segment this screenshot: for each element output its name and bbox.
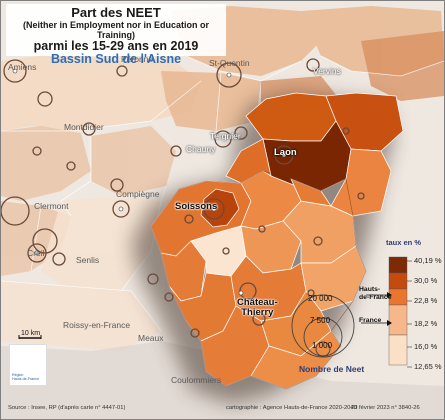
faded-west-zones: [1, 126, 176, 276]
faded-oise-south: [1, 196, 161, 351]
legend-class-2: [388, 272, 408, 290]
city-label-chateau-thierry: Château- Thierry: [237, 297, 278, 318]
legend-label-4: 18,2 %: [414, 319, 438, 328]
map-area-name: Bassin Sud de l'Aisne: [50, 52, 182, 66]
legend-label-5: 16,0 %: [414, 342, 438, 351]
bubble-label-1000: 1 000: [312, 341, 333, 350]
bubble-label-20000: 20 000: [308, 294, 333, 303]
legend-label-1: 40,19 %: [414, 256, 442, 265]
footer-date: 23 février 2023 n° 3840-26: [351, 405, 420, 411]
bassin-outline: [150, 170, 367, 390]
city-label-amiens: Amiens: [8, 62, 37, 72]
legend-label-6: 12,65 %: [414, 362, 442, 371]
legend-title: taux en %: [386, 238, 422, 247]
bubble-legend-title: Nombre de Neet: [299, 364, 365, 374]
legend-label-3: 22,8 %: [414, 296, 438, 305]
city-label-senlis: Senlis: [76, 255, 100, 265]
city-label-roissy: Roissy-en-France: [63, 320, 131, 330]
study-area-zones: [150, 170, 367, 390]
logo-text: Région Hauts-de-France: [12, 373, 39, 381]
bubble-legend: [291, 294, 355, 358]
city-label-laon: Laon: [274, 147, 297, 158]
zone-soissons-city: [200, 188, 240, 228]
footer-credit: cartographie : Agence Hauts-de-France 20…: [226, 405, 357, 411]
laon-zones: [225, 92, 404, 217]
zone-laon-southeast: [330, 148, 392, 217]
city-label-compiegne: Compiègne: [116, 189, 160, 199]
legend-class-5: [388, 334, 408, 366]
city-label-coulommiers: Coulommiers: [171, 375, 222, 385]
legend-class-3: [388, 288, 408, 306]
legend-reference-hdf: Hauts- de-France: [359, 286, 392, 301]
map-title-box: Part des NEET (Neither in Employment nor…: [6, 4, 226, 66]
legend-class-1: [388, 256, 408, 274]
faded-somme-region: [1, 53, 201, 131]
legend-ramp: [361, 256, 412, 368]
city-label-tergnier: Tergnier: [210, 131, 241, 141]
city-label-meaux: Meaux: [138, 333, 164, 343]
legend-reference-france: France: [359, 317, 382, 324]
city-label-clermont: Clermont: [34, 201, 69, 211]
city-label-saint-quentin: St-Quentin: [209, 58, 250, 68]
city-label-chauny: Chauny: [186, 144, 216, 154]
scale-label: 10 km: [21, 330, 41, 337]
map-title: Part des NEET: [71, 5, 161, 20]
footer-source: Source : Insee, RP (d'après carte n° 444…: [8, 405, 126, 411]
map-subtitle: (Neither in Employment nor in Education …: [22, 20, 209, 40]
city-label-creil: Creil: [27, 248, 45, 258]
bubble-label-7500: 7 500: [310, 316, 331, 325]
city-label-vervins: Vervins: [313, 66, 341, 76]
region-logo: Région Hauts-de-France: [9, 344, 47, 386]
legend-class-4: [388, 304, 408, 336]
city-label-peronne: Péronne: [121, 54, 154, 64]
scale-bar: [18, 335, 42, 339]
map-subtitle-year: parmi les 15-29 ans en 2019: [33, 39, 199, 53]
city-dots: [12, 68, 287, 296]
city-label-montdidier: Montdidier: [64, 122, 104, 132]
city-label-soissons: Soissons: [175, 201, 218, 212]
legend-label-2: 30,0 %: [414, 276, 438, 285]
